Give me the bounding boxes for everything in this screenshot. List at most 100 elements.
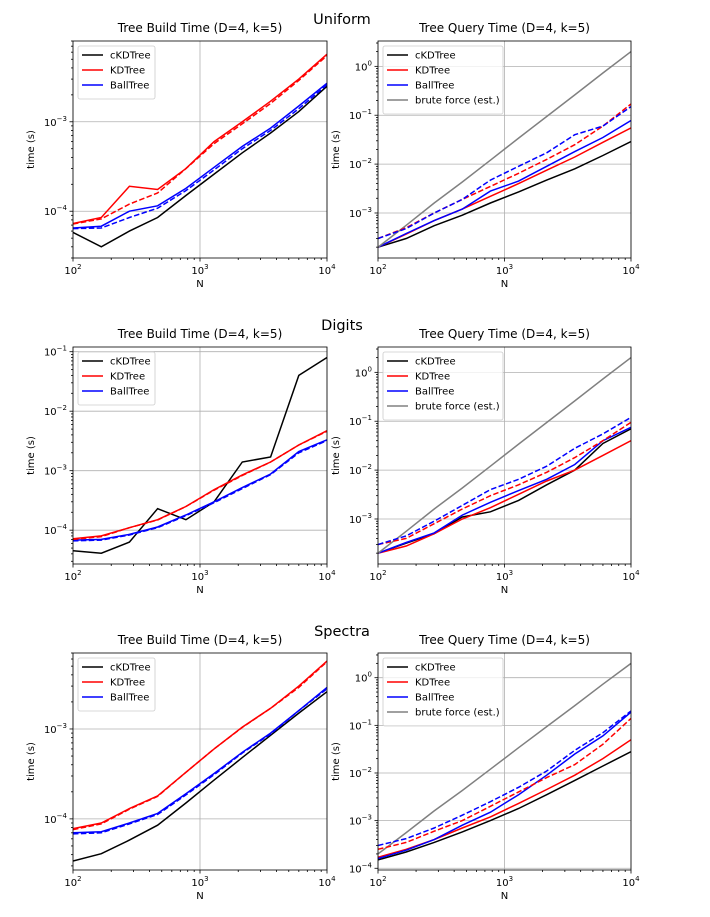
legend-label: BallTree (415, 387, 454, 398)
balltree-series-line (378, 426, 631, 554)
dashed-series-line (73, 661, 327, 831)
legend-label: cKDTree (110, 663, 151, 674)
x-tick-label: 103 (496, 569, 513, 583)
legend-label: cKDTree (110, 357, 151, 368)
y-tick-label: 10−2 (44, 404, 67, 418)
chart-title: Tree Build Time (D=4, k=5) (117, 21, 283, 35)
legend-label: cKDTree (110, 51, 151, 62)
x-axis-label: N (196, 891, 203, 902)
y-tick-label: 10−1 (349, 414, 372, 428)
legend-label: brute force (est.) (415, 402, 500, 413)
legend: cKDTree KDTree BallTree brute force (est.) (382, 351, 504, 421)
legend: cKDTree KDTree BallTree brute force (est.) (382, 657, 504, 727)
y-tick-label: 10−1 (349, 718, 372, 732)
x-tick-label: 102 (369, 263, 386, 277)
x-tick-label: 102 (64, 875, 81, 889)
y-axis-label: time (s) (26, 742, 37, 781)
legend: cKDTree KDTree BallTree (77, 657, 156, 712)
y-tick-label: 10−2 (349, 766, 372, 780)
chart-title: Tree Query Time (D=4, k=5) (418, 21, 590, 35)
dashed-series-line (73, 55, 327, 225)
x-tick-label: 104 (318, 263, 336, 277)
suptitle-uniform: Uniform (313, 12, 371, 28)
legend-label: KDTree (110, 678, 145, 689)
ckdtree-series-line (73, 691, 327, 862)
y-axis-label: time (s) (331, 436, 342, 475)
chart-title: Tree Build Time (D=4, k=5) (117, 327, 283, 341)
balltree-series-line (378, 711, 631, 860)
x-tick-label: 104 (622, 875, 640, 889)
x-tick-label: 104 (622, 569, 640, 583)
legend-label: cKDTree (415, 357, 456, 368)
x-tick-label: 103 (496, 875, 513, 889)
legend-label: BallTree (110, 81, 149, 92)
ckdtree-series-line (378, 140, 631, 248)
kdtree-series-line (378, 440, 631, 554)
chart-title: Tree Build Time (D=4, k=5) (117, 633, 283, 647)
x-tick-label: 102 (369, 569, 386, 583)
y-tick-label: 10−4 (44, 812, 68, 826)
x-tick-label: 104 (622, 263, 640, 277)
x-tick-label: 102 (369, 875, 386, 889)
x-tick-label: 102 (64, 263, 81, 277)
y-tick-label: 100 (355, 365, 372, 379)
x-tick-label: 102 (64, 569, 81, 583)
brute-force-est--series-line (378, 51, 631, 248)
y-axis-label: time (s) (26, 436, 37, 475)
y-tick-label: 10−1 (44, 345, 67, 359)
y-axis-label: time (s) (331, 742, 342, 781)
legend-label: BallTree (110, 387, 149, 398)
y-tick-label: 10−2 (349, 157, 372, 171)
y-tick-label: 10−3 (349, 512, 372, 526)
chart-title: Tree Query Time (D=4, k=5) (418, 327, 590, 341)
y-tick-label: 10−3 (349, 814, 372, 828)
y-tick-label: 10−3 (44, 722, 67, 736)
ckdtree-series-line (73, 356, 327, 554)
x-tick-label: 103 (191, 569, 208, 583)
dashed-series-line (73, 688, 327, 835)
legend-label: KDTree (415, 66, 450, 77)
y-tick-label: 10−1 (349, 108, 372, 122)
dashed-series-line (73, 430, 327, 541)
legend-label: KDTree (110, 372, 145, 383)
legend: cKDTree KDTree BallTree (77, 351, 156, 406)
x-axis-label: N (196, 585, 203, 596)
brute-force-est--series-line (378, 357, 631, 554)
x-tick-label: 103 (191, 263, 208, 277)
brute-force-est--series-line (378, 662, 631, 855)
y-tick-label: 100 (355, 671, 372, 685)
x-axis-label: N (501, 585, 508, 596)
dashed-series-line (73, 439, 327, 542)
y-tick-label: 100 (355, 59, 372, 73)
dashed-series-line (378, 105, 631, 240)
x-tick-label: 104 (318, 569, 336, 583)
dashed-series-line (378, 103, 631, 240)
y-tick-label: 10−3 (44, 115, 67, 129)
y-tick-label: 10−4 (44, 204, 68, 218)
x-tick-label: 104 (318, 875, 336, 889)
balltree-series-line (73, 82, 327, 229)
legend-label: cKDTree (415, 663, 456, 674)
x-tick-label: 103 (191, 875, 208, 889)
y-tick-label: 10−2 (349, 463, 372, 477)
chart-title: Tree Query Time (D=4, k=5) (418, 633, 590, 647)
legend-label: KDTree (415, 372, 450, 383)
x-axis-label: N (501, 891, 508, 902)
legend-box (382, 45, 504, 115)
x-tick-label: 103 (496, 263, 513, 277)
balltree-series-line (378, 119, 631, 248)
ckdtree-series-line (73, 85, 327, 248)
legend-label: KDTree (110, 66, 145, 77)
suptitle-digits: Digits (321, 318, 363, 334)
dashed-series-line (73, 84, 327, 230)
suptitle-spectra: Spectra (314, 624, 370, 640)
dashed-series-line (378, 421, 631, 546)
y-tick-label: 10−4 (349, 861, 373, 875)
y-tick-label: 10−3 (44, 464, 67, 478)
